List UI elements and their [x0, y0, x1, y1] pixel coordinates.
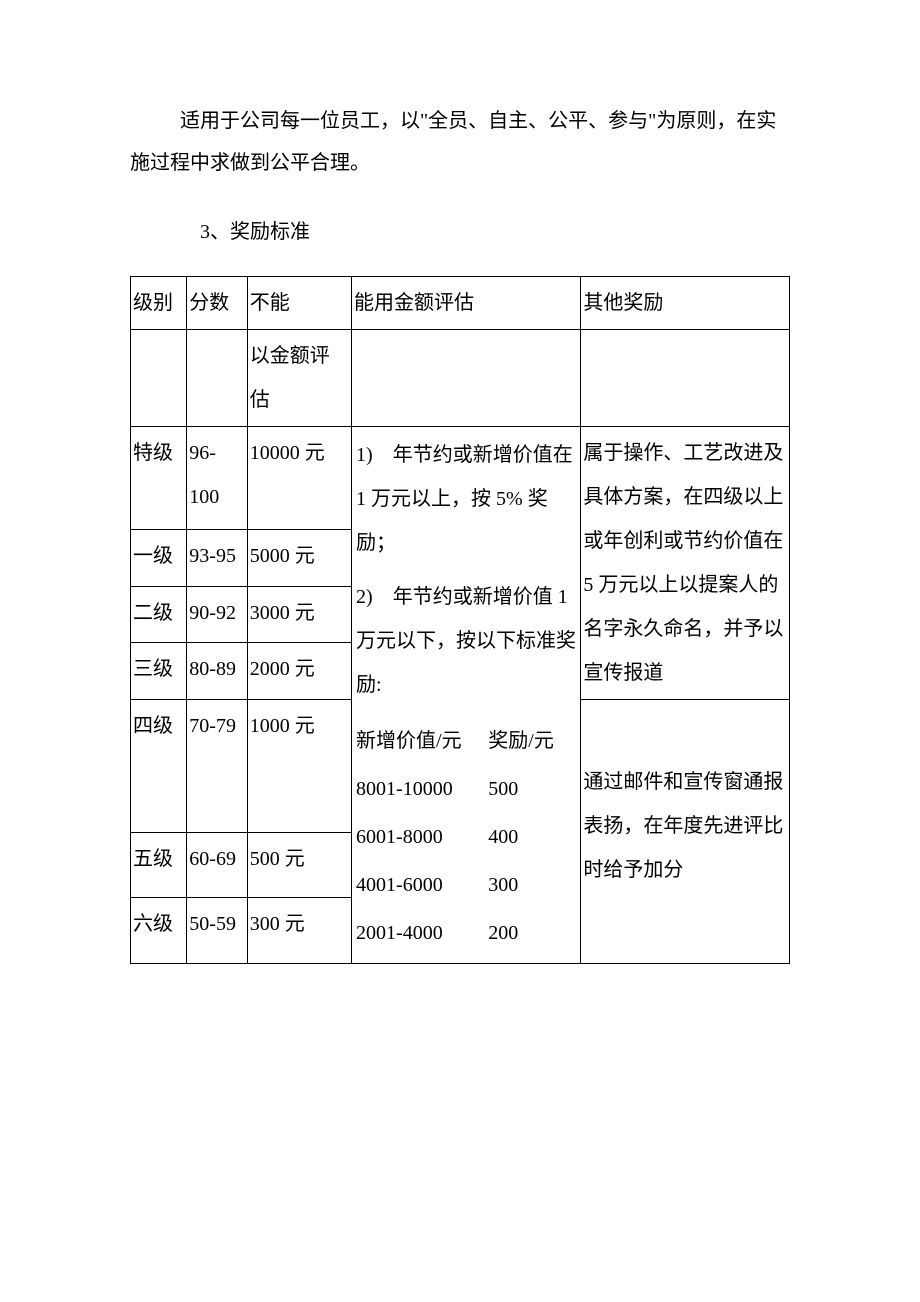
sub-cell-reward: 500: [488, 765, 576, 813]
can-eval-line2: 2) 年节约或新增价值 1 万元以下，按以下标准奖励:: [356, 575, 576, 707]
reward-table: 级别 分数 不能 能用金额评估 其他奖励 以金额评估 特级 96-100 100…: [130, 276, 790, 964]
table-row: 特级 96-100 10000 元 1) 年节约或新增价值在 1 万元以上，按 …: [131, 427, 790, 530]
empty-cell: [131, 330, 187, 427]
cell-cannot: 300 元: [247, 898, 351, 964]
cell-score: 80-89: [187, 643, 247, 700]
paragraph-scope: 适用于公司每一位员工，以"全员、自主、公平、参与"为原则，在实施过程中求做到公平…: [130, 100, 790, 184]
cell-cannot: 1000 元: [247, 700, 351, 833]
cell-level: 特级: [131, 427, 187, 530]
cell-can-eval: 1) 年节约或新增价值在 1 万元以上，按 5% 奖励； 2) 年节约或新增价值…: [352, 427, 581, 964]
header-other: 其他奖励: [581, 277, 790, 330]
sub-cell-range: 8001-10000: [356, 765, 488, 813]
sub-cell-reward: 400: [488, 813, 576, 861]
cell-level: 五级: [131, 832, 187, 898]
cell-score: 90-92: [187, 586, 247, 643]
header-cannot-sub: 以金额评估: [247, 330, 351, 427]
header-score: 分数: [187, 277, 247, 330]
cell-score: 60-69: [187, 832, 247, 898]
sub-header-range: 新增价值/元: [356, 717, 488, 765]
subheading-reward-standard: 3、奖励标准: [130, 212, 790, 252]
empty-cell: [187, 330, 247, 427]
cell-cannot: 500 元: [247, 832, 351, 898]
cell-score: 96-100: [187, 427, 247, 530]
header-cannot: 不能: [247, 277, 351, 330]
cell-cannot: 3000 元: [247, 586, 351, 643]
cell-score: 50-59: [187, 898, 247, 964]
table-sub-header-row: 以金额评估: [131, 330, 790, 427]
cell-score: 93-95: [187, 530, 247, 587]
sub-cell-range: 4001-6000: [356, 861, 488, 909]
empty-cell: [581, 330, 790, 427]
table-header-row: 级别 分数 不能 能用金额评估 其他奖励: [131, 277, 790, 330]
cell-level: 二级: [131, 586, 187, 643]
cell-other-block1: 属于操作、工艺改进及具体方案，在四级以上或年创利或节约价值在 5 万元以上以提案…: [581, 427, 790, 700]
header-can: 能用金额评估: [352, 277, 581, 330]
cell-cannot: 5000 元: [247, 530, 351, 587]
cell-level: 四级: [131, 700, 187, 833]
sub-reward-table: 新增价值/元 奖励/元 8001-10000 500 6001-8000 400…: [356, 717, 576, 957]
cell-cannot: 10000 元: [247, 427, 351, 530]
sub-header-reward: 奖励/元: [488, 717, 576, 765]
can-eval-line1: 1) 年节约或新增价值在 1 万元以上，按 5% 奖励；: [356, 433, 576, 565]
sub-cell-range: 6001-8000: [356, 813, 488, 861]
sub-cell-reward: 300: [488, 861, 576, 909]
sub-cell-reward: 200: [488, 909, 576, 957]
header-level: 级别: [131, 277, 187, 330]
cell-level: 六级: [131, 898, 187, 964]
cell-level: 三级: [131, 643, 187, 700]
cell-other-block2: 通过邮件和宣传窗通报表扬，在年度先进评比时给予加分: [581, 700, 790, 964]
cell-score: 70-79: [187, 700, 247, 833]
cell-cannot: 2000 元: [247, 643, 351, 700]
empty-cell: [352, 330, 581, 427]
cell-level: 一级: [131, 530, 187, 587]
sub-cell-range: 2001-4000: [356, 909, 488, 957]
